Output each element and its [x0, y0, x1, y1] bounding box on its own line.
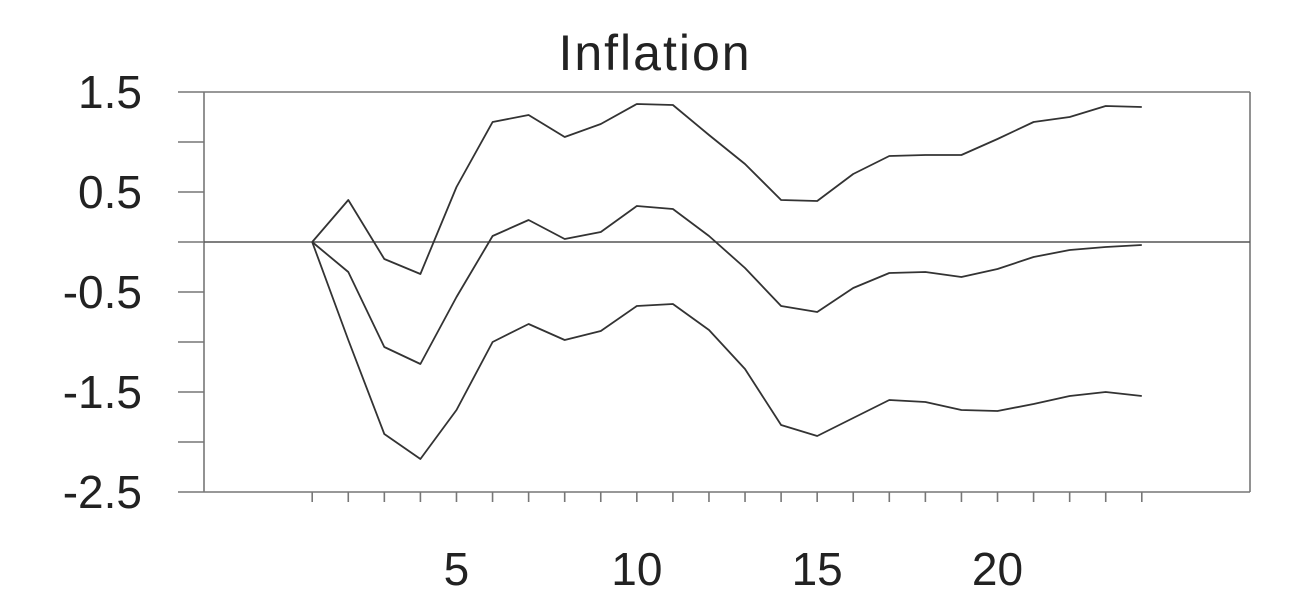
chart-title: Inflation	[558, 25, 751, 81]
lower-band-line	[311, 241, 1142, 460]
y-tick-label: -1.5	[63, 366, 142, 418]
upper-band-line	[311, 103, 1142, 275]
y-tick-label: 1.5	[78, 66, 142, 118]
y-tick-label: 0.5	[78, 166, 142, 218]
response-line	[311, 205, 1142, 365]
x-tick-label: 5	[444, 543, 470, 595]
x-tick-label: 20	[972, 543, 1023, 595]
y-axis: 1.5 0.5 -0.5 -1.5 -2.5	[63, 66, 204, 518]
x-tick-label: 15	[792, 543, 843, 595]
series-group	[311, 103, 1142, 460]
y-tick-label: -2.5	[63, 466, 142, 518]
x-tick-label: 10	[611, 543, 662, 595]
plot-frame	[203, 91, 1251, 493]
y-tick-label: -0.5	[63, 266, 142, 318]
x-axis: 5 10 15 20	[311, 492, 1143, 595]
